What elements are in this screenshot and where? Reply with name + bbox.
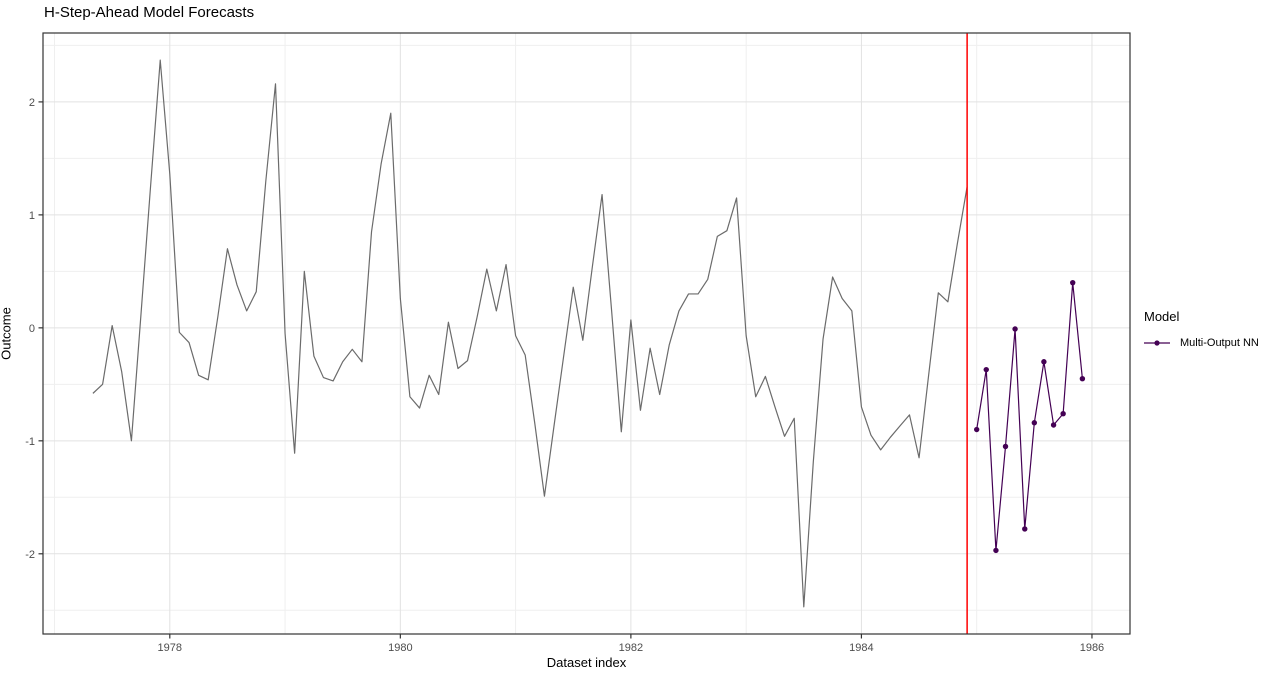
y-tick-label: 0 bbox=[29, 323, 35, 335]
forecast-point bbox=[1060, 411, 1066, 417]
y-axis-title: Outcome bbox=[0, 307, 14, 360]
forecast-series-line bbox=[976, 282, 1083, 552]
forecast-point bbox=[973, 426, 980, 433]
legend-entry-label: Multi-Output NN bbox=[1180, 337, 1259, 349]
legend-entry: Multi-Output NN bbox=[1142, 336, 1282, 350]
y-tick-label: 1 bbox=[29, 210, 35, 222]
x-tick-label: 1982 bbox=[619, 642, 643, 654]
y-tick-label: -2 bbox=[25, 549, 35, 561]
forecast-point bbox=[1050, 422, 1057, 428]
chart-title: H-Step-Ahead Model Forecasts bbox=[44, 4, 255, 21]
forecast-point bbox=[1041, 359, 1047, 365]
forecast-point bbox=[1070, 279, 1076, 286]
forecast-point bbox=[1031, 420, 1038, 426]
x-axis-title: Dataset index bbox=[546, 655, 627, 670]
history-series-line bbox=[92, 59, 968, 608]
panel-background bbox=[43, 33, 1130, 634]
panel-border bbox=[42, 32, 1131, 635]
legend-key-line-point-icon bbox=[1144, 340, 1170, 346]
x-tick-label: 1980 bbox=[388, 642, 412, 654]
y-tick-label: 2 bbox=[29, 97, 35, 109]
forecast-point bbox=[1012, 326, 1018, 332]
legend-title: Model bbox=[1144, 309, 1180, 324]
forecast-point bbox=[1002, 443, 1009, 450]
legend: Model Multi-Output NN bbox=[1142, 309, 1282, 350]
x-tick-label: 1986 bbox=[1080, 642, 1104, 654]
forecast-point bbox=[993, 547, 999, 554]
forecast-point bbox=[1079, 375, 1086, 382]
forecast-point bbox=[1022, 526, 1028, 532]
x-tick-label: 1978 bbox=[158, 642, 182, 654]
y-tick-label: -1 bbox=[25, 436, 35, 448]
x-tick-label: 1984 bbox=[849, 642, 873, 654]
forecast-point bbox=[983, 366, 989, 373]
